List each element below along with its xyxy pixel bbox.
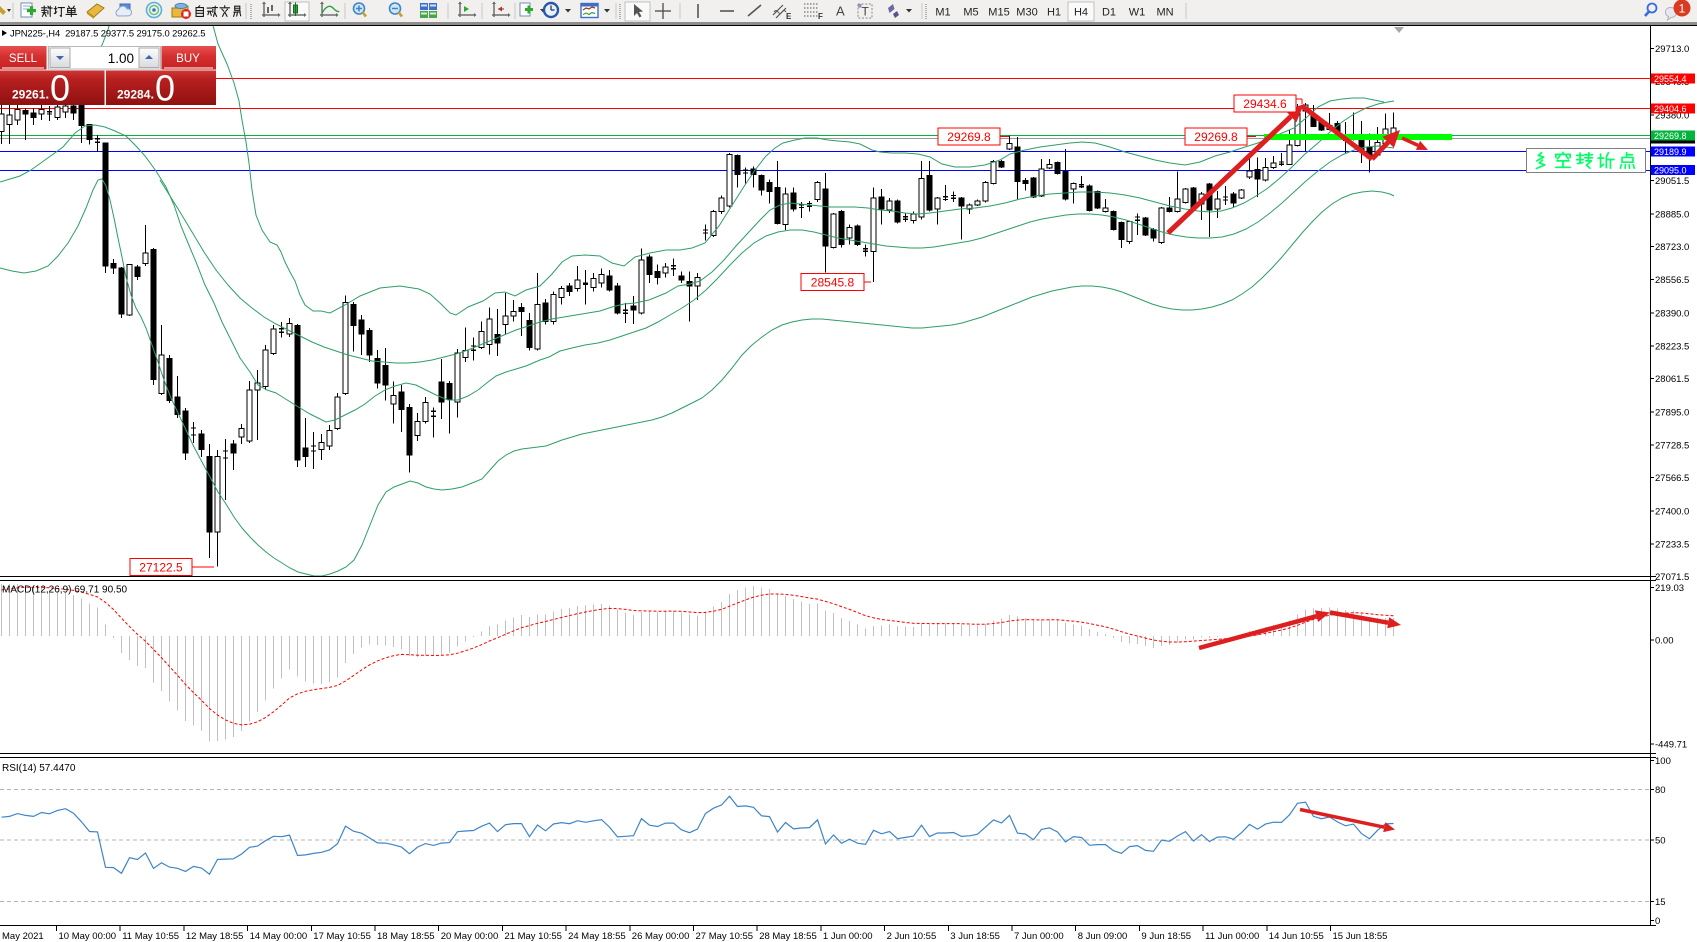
svg-text:219.03: 219.03 — [1655, 583, 1684, 594]
svg-text:18 May 18:55: 18 May 18:55 — [377, 931, 435, 942]
svg-text:29261: 29261 — [12, 88, 46, 102]
svg-text:9 Jun 18:55: 9 Jun 18:55 — [1141, 931, 1191, 942]
svg-text:29434.6: 29434.6 — [1243, 97, 1287, 111]
svg-text:3 Jun 18:55: 3 Jun 18:55 — [950, 931, 1000, 942]
svg-text:E: E — [786, 12, 792, 21]
svg-text:29189.9: 29189.9 — [1654, 147, 1687, 157]
svg-text:0: 0 — [155, 68, 175, 109]
svg-text:29284: 29284 — [117, 88, 151, 102]
svg-text:27400.0: 27400.0 — [1655, 506, 1689, 517]
svg-text:29269.8: 29269.8 — [1194, 130, 1238, 144]
svg-text:M5: M5 — [963, 7, 978, 19]
svg-text:F: F — [818, 12, 823, 21]
svg-text:H1: H1 — [1047, 7, 1061, 19]
svg-text:20 May 00:00: 20 May 00:00 — [441, 931, 499, 942]
svg-text:100: 100 — [1655, 756, 1671, 767]
svg-text:0.00: 0.00 — [1655, 636, 1674, 647]
svg-text:28 May 18:55: 28 May 18:55 — [759, 931, 817, 942]
svg-text:M15: M15 — [988, 7, 1009, 19]
svg-text:D1: D1 — [1102, 7, 1116, 19]
svg-text:BUY: BUY — [176, 53, 200, 65]
svg-text:28885.0: 28885.0 — [1655, 209, 1689, 220]
svg-text:27728.5: 27728.5 — [1655, 441, 1689, 452]
svg-text:W1: W1 — [1129, 7, 1146, 19]
svg-text:M30: M30 — [1016, 7, 1037, 19]
svg-text:27 May 10:55: 27 May 10:55 — [696, 931, 754, 942]
svg-text:H4: H4 — [1074, 7, 1088, 19]
svg-text:27895.0: 27895.0 — [1655, 407, 1689, 418]
svg-text:A: A — [836, 4, 845, 19]
svg-text:May 2021: May 2021 — [2, 931, 44, 942]
svg-text:1: 1 — [1679, 2, 1686, 16]
svg-text:15 Jun 18:55: 15 Jun 18:55 — [1333, 931, 1388, 942]
svg-text:1.00: 1.00 — [108, 51, 134, 66]
svg-text:8 Jun 09:00: 8 Jun 09:00 — [1078, 931, 1128, 942]
svg-text:SELL: SELL — [9, 53, 38, 65]
svg-text:29095.0: 29095.0 — [1654, 166, 1687, 176]
svg-text:10 May 00:00: 10 May 00:00 — [59, 931, 117, 942]
svg-text:MACD(12,26,9) 69.71 90.50: MACD(12,26,9) 69.71 90.50 — [2, 585, 128, 596]
svg-text:27233.5: 27233.5 — [1655, 540, 1689, 551]
svg-text:28556.5: 28556.5 — [1655, 275, 1689, 286]
svg-text:15: 15 — [1655, 897, 1666, 908]
svg-text:26 May 00:00: 26 May 00:00 — [632, 931, 690, 942]
svg-text:27071.5: 27071.5 — [1655, 572, 1689, 583]
svg-text:1 Jun 00:00: 1 Jun 00:00 — [823, 931, 873, 942]
svg-text:50: 50 — [1655, 836, 1666, 847]
svg-text:28223.5: 28223.5 — [1655, 342, 1689, 353]
svg-text:7 Jun 00:00: 7 Jun 00:00 — [1014, 931, 1064, 942]
svg-text:28390.0: 28390.0 — [1655, 308, 1689, 319]
svg-text:T: T — [862, 5, 870, 19]
svg-text:-449.71: -449.71 — [1655, 740, 1687, 751]
svg-text:80: 80 — [1655, 785, 1666, 796]
svg-text:29554.4: 29554.4 — [1654, 74, 1687, 84]
svg-text:29713.0: 29713.0 — [1655, 44, 1689, 55]
svg-text:24 May 18:55: 24 May 18:55 — [568, 931, 626, 942]
svg-text:0: 0 — [1655, 916, 1660, 927]
svg-text:21 May 10:55: 21 May 10:55 — [504, 931, 562, 942]
svg-text:0: 0 — [50, 68, 70, 109]
svg-text:28061.5: 28061.5 — [1655, 374, 1689, 385]
svg-text:29269.8: 29269.8 — [1654, 131, 1687, 141]
svg-text:11 May 10:55: 11 May 10:55 — [122, 931, 179, 942]
svg-text:28545.8: 28545.8 — [811, 276, 855, 290]
svg-text:14 May 00:00: 14 May 00:00 — [250, 931, 308, 942]
svg-text:MN: MN — [1156, 7, 1173, 19]
svg-text:29051.5: 29051.5 — [1655, 176, 1689, 187]
svg-text:29269.8: 29269.8 — [947, 130, 991, 144]
svg-text:14 Jun 10:55: 14 Jun 10:55 — [1269, 931, 1324, 942]
svg-text:11 Jun 00:00: 11 Jun 00:00 — [1205, 931, 1259, 942]
svg-text:JPN225-,H4 29187.5 29377.5 29: JPN225-,H4 29187.5 29377.5 29175.0 29262… — [10, 28, 205, 39]
svg-text:29380.0: 29380.0 — [1655, 110, 1689, 121]
svg-text:2 Jun 10:55: 2 Jun 10:55 — [887, 931, 937, 942]
svg-text:RSI(14) 57.4470: RSI(14) 57.4470 — [2, 763, 76, 774]
svg-text:M1: M1 — [935, 7, 950, 19]
svg-text:29404.6: 29404.6 — [1654, 104, 1687, 114]
svg-text:28723.0: 28723.0 — [1655, 242, 1689, 253]
svg-text:27122.5: 27122.5 — [139, 561, 183, 575]
svg-text:27566.5: 27566.5 — [1655, 473, 1689, 484]
svg-text:.: . — [151, 87, 155, 102]
svg-text:.: . — [46, 87, 50, 102]
svg-text:12 May 18:55: 12 May 18:55 — [186, 931, 244, 942]
svg-text:17 May 10:55: 17 May 10:55 — [313, 931, 371, 942]
